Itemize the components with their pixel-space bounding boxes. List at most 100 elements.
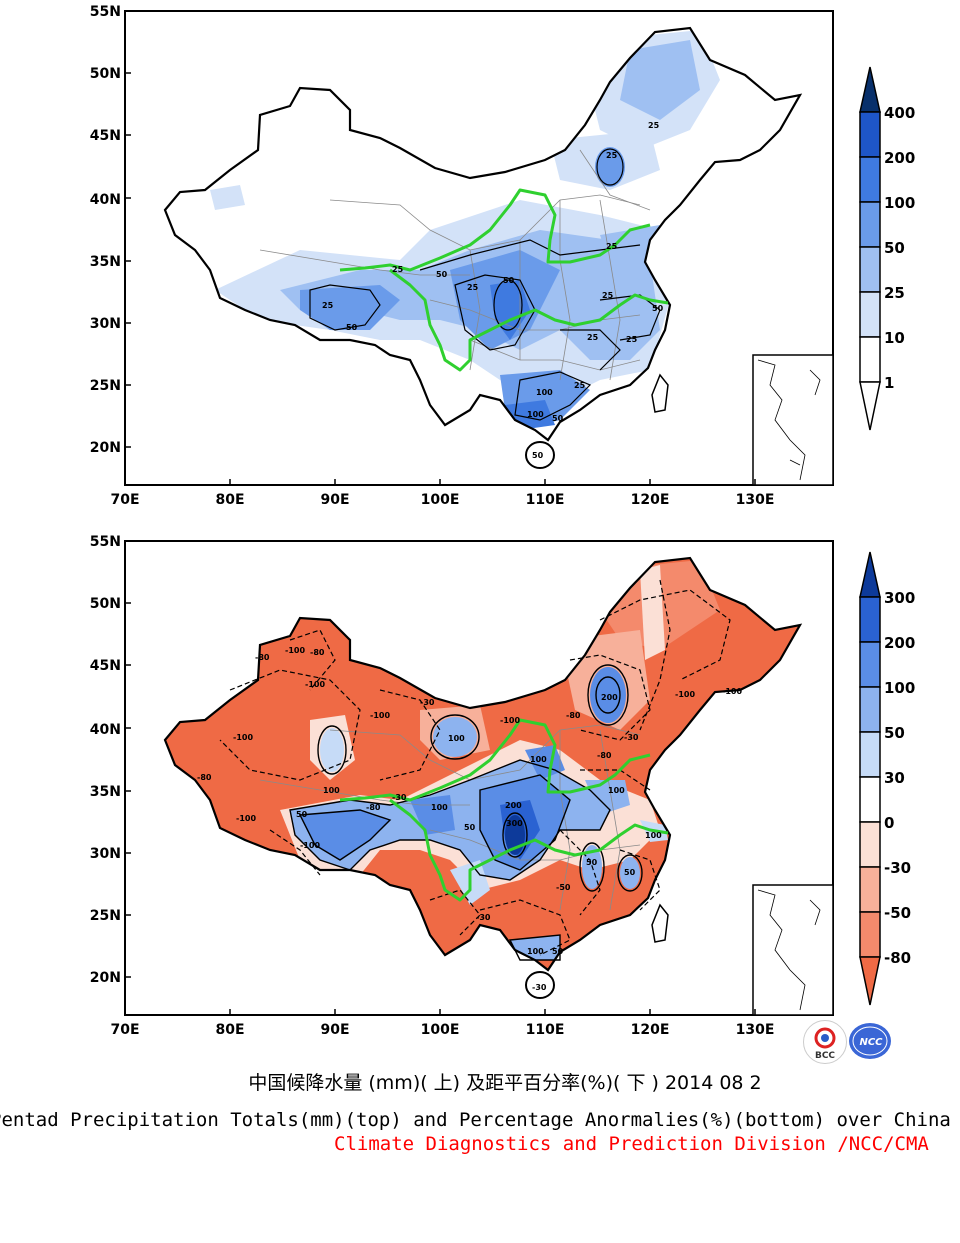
colorbar-label: 30 bbox=[884, 769, 905, 787]
bottom-ticks bbox=[125, 602, 756, 1015]
top-colorbar-labels: 400 200 100 50 25 10 1 bbox=[884, 104, 915, 392]
lat-label: 40N bbox=[90, 192, 121, 208]
contour-label: -80 bbox=[197, 773, 212, 782]
lat-label: 45N bbox=[90, 658, 121, 674]
contour-label: -100 bbox=[675, 690, 695, 699]
lat-label: 25N bbox=[90, 378, 121, 394]
bottom-colorbar-labels: 300 200 100 50 30 0 -30 -50 -80 bbox=[884, 589, 915, 967]
lon-label: 70E bbox=[110, 492, 139, 508]
top-lon-labels: 70E 80E 90E 100E 110E 120E 130E bbox=[110, 492, 774, 508]
lon-label: 70E bbox=[110, 1022, 139, 1038]
contour-label: 100 bbox=[645, 831, 662, 840]
contour-label: 50 bbox=[296, 810, 308, 819]
contour-label: 50 bbox=[503, 276, 515, 285]
contour-label: -30 bbox=[476, 913, 491, 922]
bottom-positive-contours bbox=[289, 664, 643, 961]
contour-label: -80 bbox=[566, 711, 581, 720]
top-contour-labels: 25 25 50 25 50 25 25 25 25 50 25 25 50 1… bbox=[322, 121, 664, 460]
contour-label: 100 bbox=[323, 786, 340, 795]
colorbar-label: -30 bbox=[884, 859, 911, 877]
lat-label: 55N bbox=[90, 534, 121, 550]
lat-label: 30N bbox=[90, 846, 121, 862]
contour-label: 25 bbox=[587, 333, 599, 342]
contour-label: 100 bbox=[530, 755, 547, 764]
colorbar-label: 100 bbox=[884, 679, 915, 697]
contour-label: 25 bbox=[626, 335, 638, 344]
precip-anomaly-map: -100 -80 -100 -80 -100 -100 -30 -100 -80… bbox=[0, 530, 960, 1040]
colorbar-label: 10 bbox=[884, 329, 905, 347]
top-province-borders bbox=[259, 149, 651, 381]
contour-label: 50 bbox=[552, 414, 564, 423]
contour-label: -100 bbox=[500, 716, 520, 725]
bottom-colorbar bbox=[859, 551, 881, 1006]
colorbar-label: 25 bbox=[884, 284, 905, 302]
bottom-lon-labels: 70E 80E 90E 100E 110E 120E 130E bbox=[110, 1022, 774, 1038]
lon-label: 120E bbox=[631, 492, 670, 508]
contour-label: 25 bbox=[574, 381, 586, 390]
top-colorbar bbox=[859, 66, 881, 431]
contour-label: -30 bbox=[392, 793, 407, 802]
contour-label: 25 bbox=[648, 121, 660, 130]
lon-label: 80E bbox=[215, 1022, 244, 1038]
lat-label: 40N bbox=[90, 722, 121, 738]
lon-label: 100E bbox=[421, 492, 460, 508]
colorbar-label: 0 bbox=[884, 814, 894, 832]
contour-label: -100 bbox=[305, 680, 325, 689]
lon-label: 120E bbox=[631, 1022, 670, 1038]
chinese-caption: 中国候降水量 (mm)( 上) 及距平百分率(%)( 下 ) 2014 08 2 bbox=[248, 1072, 762, 1094]
contour-label: 200 bbox=[601, 693, 618, 702]
contour-label: -50 bbox=[556, 883, 571, 892]
bottom-river-lines bbox=[339, 718, 669, 902]
contour-label: -100 bbox=[722, 687, 742, 696]
top-map-frame bbox=[124, 10, 834, 486]
contour-label: 50 bbox=[624, 868, 636, 877]
english-caption: Pentad Precipitation Totals(mm)(top) and… bbox=[0, 1109, 951, 1131]
contour-label: 25 bbox=[602, 291, 614, 300]
contour-label: -80 bbox=[366, 803, 381, 812]
contour-label: -30 bbox=[532, 983, 547, 992]
contour-label: 100 bbox=[527, 410, 544, 419]
top-inset-map bbox=[752, 354, 834, 486]
lat-label: 35N bbox=[90, 784, 121, 800]
bcc-logo-text: BCC bbox=[815, 1051, 835, 1061]
contour-label: 50 bbox=[464, 823, 476, 832]
lat-label: 30N bbox=[90, 316, 121, 332]
contour-label: -30 bbox=[420, 698, 435, 707]
contour-label: -100 bbox=[285, 646, 305, 655]
bcc-logo-graphic: BCC bbox=[814, 1027, 836, 1061]
precip-anomaly-map-svg: -100 -80 -100 -80 -100 -100 -30 -100 -80… bbox=[90, 534, 916, 1038]
lat-label: 20N bbox=[90, 440, 121, 456]
contour-label: 300 bbox=[506, 819, 523, 828]
top-river-lines bbox=[339, 188, 669, 372]
contour-label: 100 bbox=[608, 786, 625, 795]
contour-label: 25 bbox=[606, 151, 618, 160]
contour-label: 50 bbox=[436, 270, 448, 279]
top-ticks bbox=[125, 72, 756, 485]
colorbar-label: 100 bbox=[884, 194, 915, 212]
top-lat-labels: 55N 50N 45N 40N 35N 30N 25N 20N bbox=[90, 4, 121, 456]
lon-label: 130E bbox=[736, 492, 775, 508]
contour-label: -100 bbox=[236, 814, 256, 823]
contour-label: -100 bbox=[370, 711, 390, 720]
contour-label: 50 bbox=[552, 947, 564, 956]
colorbar-label: -80 bbox=[884, 949, 911, 967]
lat-label: 55N bbox=[90, 4, 121, 20]
contour-label: -30 bbox=[624, 733, 639, 742]
colorbar-label: 50 bbox=[884, 239, 905, 257]
lat-label: 20N bbox=[90, 970, 121, 986]
contour-label: -80 bbox=[310, 648, 325, 657]
bottom-contour-labels: -100 -80 -100 -80 -100 -100 -30 -100 -80… bbox=[197, 646, 742, 992]
contour-label: 25 bbox=[606, 242, 618, 251]
ncc-logo-graphic: NCC bbox=[849, 1023, 891, 1059]
colorbar-label: 1 bbox=[884, 374, 894, 392]
bottom-map-frame bbox=[124, 540, 834, 1016]
lon-label: 100E bbox=[421, 1022, 460, 1038]
bottom-lat-labels: 55N 50N 45N 40N 35N 30N 25N 20N bbox=[90, 534, 121, 986]
lat-label: 50N bbox=[90, 596, 121, 612]
colorbar-label: 200 bbox=[884, 634, 915, 652]
lon-label: 90E bbox=[320, 1022, 349, 1038]
contour-label: 100 bbox=[536, 388, 553, 397]
contour-label: 25 bbox=[322, 301, 334, 310]
contour-label: 50 bbox=[346, 323, 358, 332]
lon-label: 130E bbox=[736, 1022, 775, 1038]
